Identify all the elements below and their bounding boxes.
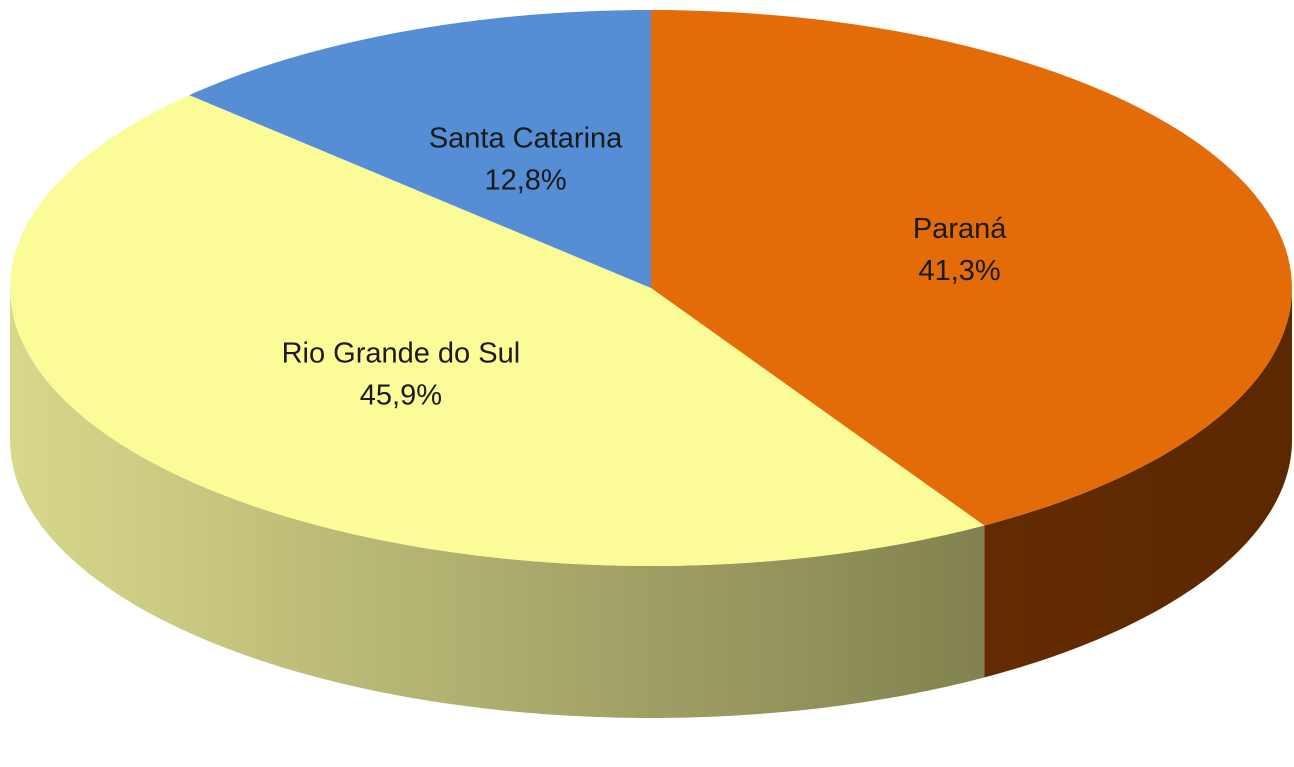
slice-label: Paraná xyxy=(913,213,1007,245)
slice-label: Rio Grande do Sul xyxy=(282,338,521,370)
pie-slice xyxy=(651,10,1292,526)
slice-value-label: 45,9% xyxy=(360,380,442,412)
slice-value-label: 12,8% xyxy=(484,165,566,197)
pie-slice xyxy=(10,95,985,566)
slice-value-label: 41,3% xyxy=(918,255,1000,287)
pie-slice xyxy=(189,10,651,288)
slice-label: Santa Catarina xyxy=(429,123,623,155)
pie-side xyxy=(10,288,985,718)
pie-side xyxy=(984,288,1292,678)
